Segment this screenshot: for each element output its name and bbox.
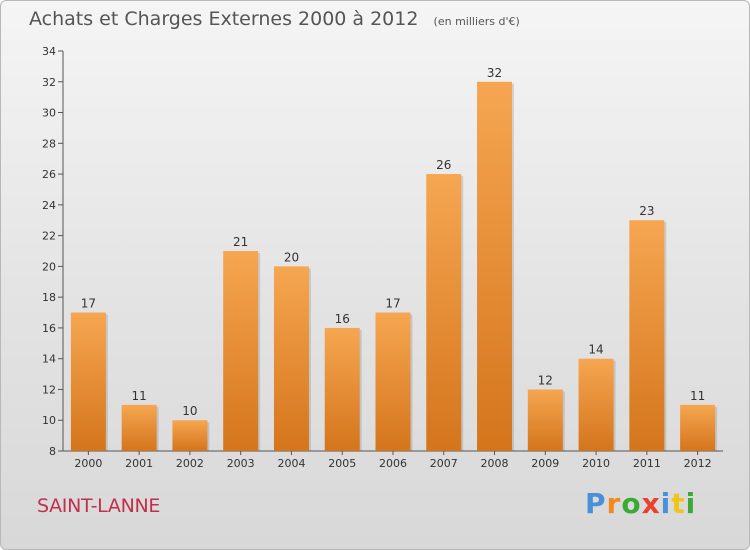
bar (172, 420, 208, 451)
x-tick-label: 2006 (379, 457, 407, 470)
bar (223, 251, 259, 451)
bar-value-label: 23 (639, 204, 654, 218)
bar-value-label: 17 (81, 297, 96, 311)
x-tick-label: 2003 (227, 457, 255, 470)
logo-letter: t (671, 487, 686, 520)
bar-value-label: 16 (335, 312, 350, 326)
logo-letter: o (621, 487, 642, 520)
x-tick-label: 2009 (531, 457, 559, 470)
y-tick-label: 24 (42, 199, 56, 212)
bar-value-label: 32 (487, 66, 502, 80)
bar (578, 358, 614, 451)
x-tick-label: 2008 (481, 457, 509, 470)
x-tick-label: 2011 (633, 457, 661, 470)
y-tick-label: 30 (42, 107, 56, 120)
bar-value-label: 11 (690, 389, 705, 403)
x-tick-label: 2002 (176, 457, 204, 470)
commune-name: SAINT-LANNE (37, 495, 161, 517)
y-tick-label: 22 (42, 230, 56, 243)
bar (324, 327, 360, 451)
bar (273, 266, 309, 451)
x-tick-label: 2012 (684, 457, 712, 470)
x-tick-label: 2004 (277, 457, 305, 470)
y-tick-label: 12 (42, 383, 56, 396)
x-tick-label: 2000 (74, 457, 102, 470)
bar-value-label: 12 (538, 373, 553, 387)
y-tick-label: 10 (42, 414, 56, 427)
bar (680, 404, 716, 451)
x-tick-label: 2001 (125, 457, 153, 470)
y-tick-label: 32 (42, 76, 56, 89)
bar-value-label: 14 (588, 343, 603, 357)
bar-value-label: 11 (132, 389, 147, 403)
logo-letter: x (641, 487, 661, 520)
chart-unit: (en milliers d'€) (433, 15, 520, 28)
y-tick-label: 8 (49, 445, 56, 458)
bar-value-label: 21 (233, 235, 248, 249)
y-tick-label: 18 (42, 291, 56, 304)
y-tick-label: 20 (42, 260, 56, 273)
logo-letter: P (585, 487, 607, 520)
bar-value-label: 26 (436, 158, 451, 172)
y-tick-label: 14 (42, 353, 56, 366)
bar (629, 220, 665, 451)
x-tick-label: 2010 (582, 457, 610, 470)
logo-letter: r (606, 487, 622, 520)
bar-value-label: 17 (385, 297, 400, 311)
x-tick-label: 2005 (328, 457, 356, 470)
bar-value-label: 20 (284, 250, 299, 264)
y-tick-label: 34 (42, 45, 56, 58)
bar-value-label: 10 (182, 404, 197, 418)
chart-title: Achats et Charges Externes 2000 à 2012 (29, 8, 419, 30)
y-tick-label: 16 (42, 322, 56, 335)
y-tick-label: 28 (42, 137, 56, 150)
y-tick-label: 26 (42, 168, 56, 181)
title-row: Achats et Charges Externes 2000 à 2012 (… (29, 8, 520, 30)
proxiti-logo[interactable]: Proxiti (585, 487, 696, 520)
bar (426, 174, 462, 452)
bar (477, 81, 513, 452)
bar (527, 389, 563, 451)
bars: 17 11 10 21 20 16 17 26 32 12 14 23 11 (70, 66, 718, 452)
logo-letter: i (685, 487, 697, 520)
bar (375, 312, 411, 451)
logo-letter: i (660, 487, 672, 520)
bar (121, 404, 157, 451)
x-tick-label: 2007 (430, 457, 458, 470)
bar (70, 312, 106, 451)
